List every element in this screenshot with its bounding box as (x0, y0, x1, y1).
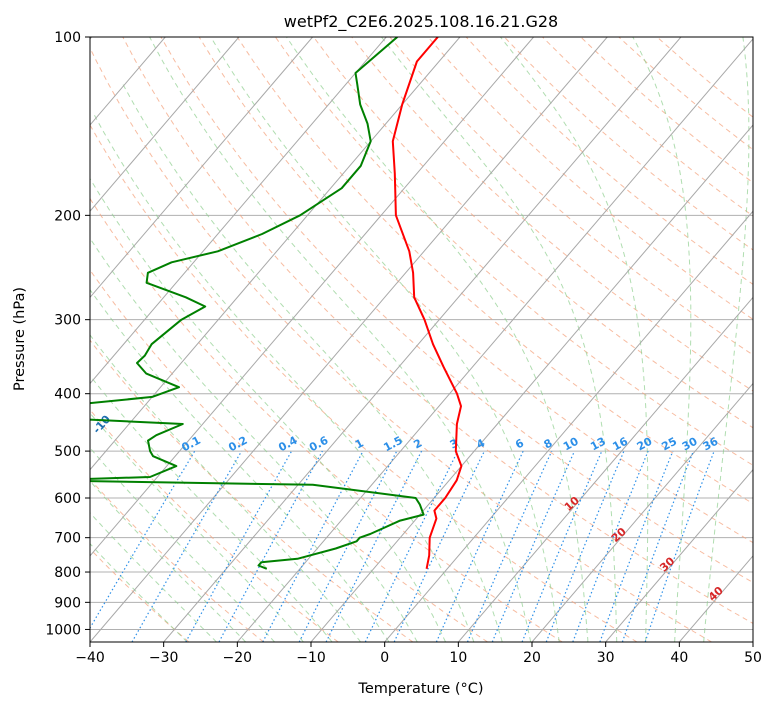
dewpoint-line (90, 37, 425, 570)
isotherm-line (90, 37, 240, 212)
moist-adiabats (90, 37, 750, 642)
x-axis-ticks: −40 −30 −20 −10 0 10 20 30 40 50 (75, 642, 762, 666)
mixing-ratio-lines (90, 450, 715, 642)
moist-adiabat-line (90, 374, 333, 642)
isotherm-line (236, 38, 753, 642)
mixing-ratio-line (599, 450, 674, 642)
dry-adiabat-line (236, 37, 753, 505)
x-tick-label: −20 (223, 650, 253, 666)
isotherm-line (384, 210, 753, 642)
moist-adiabat-line (90, 480, 247, 642)
isotherm-line (163, 37, 682, 642)
x-tick-label: 20 (523, 650, 541, 666)
mixing-ratio-label: 36 (701, 435, 721, 454)
moist-adiabat-line (90, 512, 217, 642)
mixing-ratio-line (644, 450, 715, 642)
y-tick-label: 400 (54, 387, 81, 403)
mixing-ratio-line (466, 450, 553, 642)
y-tick-label: 100 (54, 30, 81, 46)
dry-adiabat-line (351, 37, 753, 392)
y-tick-label: 900 (54, 595, 81, 611)
plot-area: 0.10.20.40.611.52346810131620253036-100-… (90, 37, 753, 642)
mixing-ratio-label: 13 (588, 435, 608, 454)
mixing-ratio-line (185, 450, 293, 642)
y-axis-ticks: 1000 900 800 700 600 500 400 300 200 100 (45, 30, 90, 638)
mixing-ratio-line (262, 450, 364, 642)
moist-adiabat-line (93, 113, 475, 642)
isotherm-line (457, 296, 753, 642)
dry-adiabat-line (90, 409, 339, 642)
dry-adiabat-line (427, 37, 753, 320)
x-tick-label: −10 (296, 650, 326, 666)
mixing-ratio-line (491, 450, 576, 642)
mixing-ratio-label: 20 (635, 435, 655, 454)
moist-adiabat-line (90, 288, 390, 642)
mixing-ratio-label: 16 (610, 435, 630, 454)
isotherm-line (90, 37, 387, 385)
dry-adiabat-line (313, 37, 753, 429)
isotherm-line (90, 37, 461, 471)
x-tick-label: 0 (380, 650, 389, 666)
moist-adiabat-line (90, 543, 188, 642)
moist-adiabat-line (500, 37, 649, 642)
isotherm-line (90, 37, 608, 642)
moist-adiabat-line (703, 37, 750, 642)
y-axis-label: Pressure (hPa) (12, 287, 28, 391)
y-tick-label: 1000 (45, 622, 81, 638)
mixing-ratio-line (545, 450, 625, 642)
moist-adiabat-line (632, 37, 692, 642)
dry-adiabat-line (90, 123, 638, 642)
isotherm-line (90, 37, 313, 299)
dry-adiabat-line (122, 37, 753, 624)
moist-adiabat-line (90, 177, 447, 642)
dry-adiabat-line (90, 269, 488, 642)
isotherm-line (605, 468, 753, 642)
y-tick-label: 600 (54, 491, 81, 507)
x-tick-label: −40 (75, 650, 105, 666)
x-tick-label: 10 (449, 650, 467, 666)
mixing-ratio-line (621, 450, 694, 642)
moist-adiabat-line (90, 334, 362, 642)
moist-adiabat-line (381, 37, 618, 642)
isotherm-gridlines (90, 37, 753, 642)
moist-adiabat-line (90, 447, 275, 642)
isotherm-line (310, 124, 753, 642)
mixing-ratio-label: 10 (561, 435, 581, 454)
temperature-line (391, 37, 463, 569)
x-tick-label: 50 (744, 650, 762, 666)
y-tick-label: 500 (54, 444, 81, 460)
x-tick-label: 40 (670, 650, 688, 666)
y-tick-label: 700 (54, 531, 81, 547)
isotherm-line (531, 382, 753, 642)
sounding-series (90, 37, 463, 570)
plot-frame (89, 36, 754, 643)
y-tick-label: 300 (54, 313, 81, 329)
moist-adiabat-line (286, 37, 589, 642)
dry-adiabat-line (90, 478, 264, 642)
mixing-ratio-label: 25 (659, 435, 679, 454)
mixing-ratio-line (572, 450, 649, 642)
moist-adiabat-line (90, 237, 418, 642)
x-axis-label: Temperature (°C) (357, 681, 483, 697)
x-tick-label: 30 (597, 650, 615, 666)
dry-adiabat-line (90, 197, 563, 642)
chart-title: wetPf2_C2E6.2025.108.16.21.G28 (284, 12, 558, 32)
mixing-ratio-label: 30 (680, 435, 700, 454)
mixing-ratio-line (325, 450, 423, 642)
mixing-ratio-line (521, 450, 603, 642)
moist-adiabat-line (122, 83, 503, 642)
isotherm-line (90, 37, 534, 557)
moist-adiabat-line (149, 37, 532, 642)
y-tick-label: 800 (54, 565, 81, 581)
moist-adiabat-line (90, 412, 304, 642)
y-tick-label: 200 (54, 208, 81, 224)
x-tick-label: −30 (149, 650, 179, 666)
